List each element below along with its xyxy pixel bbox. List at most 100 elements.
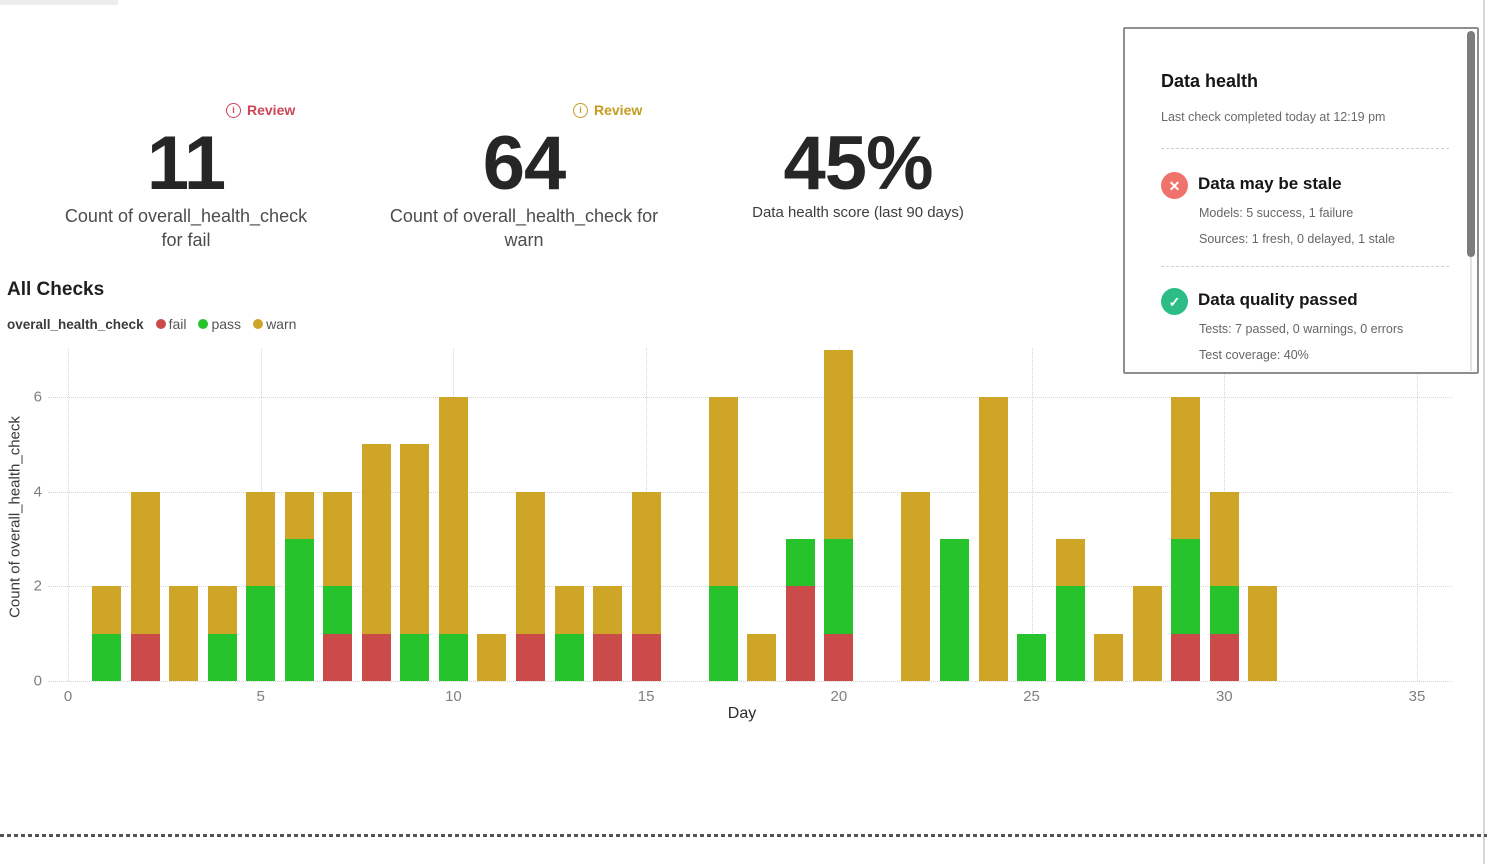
bar-segment-fail[interactable] [593,633,623,681]
bar-segment-pass[interactable] [1209,586,1239,634]
legend-item-fail[interactable]: fail [155,316,187,332]
bar-day-7 [323,491,353,681]
bar-segment-pass[interactable] [92,633,122,681]
panel-divider [1161,266,1449,267]
bar-segment-warn[interactable] [361,444,391,634]
bar-segment-warn[interactable] [130,491,160,634]
kpi-label-line: Count of overall_health_check for [389,206,659,226]
bar-segment-pass[interactable] [284,539,314,681]
bar-segment-warn[interactable] [323,491,353,587]
bar-segment-warn[interactable] [169,586,199,681]
bar-segment-pass[interactable] [438,633,468,681]
panel-divider [1161,148,1449,149]
info-circle-icon: i [573,102,588,118]
bar-segment-warn[interactable] [284,491,314,540]
legend-label: pass [211,316,242,332]
bar-day-27 [1094,633,1124,681]
bar-segment-warn[interactable] [1209,491,1239,587]
bar-segment-warn[interactable] [1248,586,1278,681]
gridline-x-25 [1031,348,1033,681]
panel-item-detail: Sources: 1 fresh, 0 delayed, 1 stale [1199,232,1395,246]
bar-segment-fail[interactable] [1171,633,1201,681]
x-tick-label: 20 [830,688,848,705]
kpi-label-line: Data health score (last 90 days) [752,204,964,221]
bar-segment-pass[interactable] [939,539,969,681]
x-tick-label: 5 [256,688,265,705]
review-badge-warn[interactable]: i Review [573,102,642,118]
bar-segment-warn[interactable] [92,586,122,634]
legend-dot-icon [253,319,264,329]
check-circle-icon: ✓ [1161,288,1188,315]
bar-segment-warn[interactable] [207,586,237,634]
bar-segment-warn[interactable] [554,586,584,634]
bar-day-12 [516,491,545,681]
bar-segment-warn[interactable] [824,349,854,540]
legend-item-warn[interactable]: warn [253,316,296,332]
bar-segment-warn[interactable] [477,633,507,681]
bar-segment-pass[interactable] [824,539,854,634]
bar-segment-pass[interactable] [1017,633,1047,681]
bar-segment-pass[interactable] [246,586,276,681]
bar-segment-warn[interactable] [631,491,661,634]
panel-item-title: Data quality passed [1198,290,1358,309]
bar-segment-warn[interactable] [901,491,931,681]
bar-segment-warn[interactable] [400,444,430,634]
bar-segment-warn[interactable] [1094,633,1124,681]
bar-day-13 [554,586,584,681]
legend-items: fail pass warn [155,316,296,332]
bar-day-14 [593,586,623,681]
bar-segment-warn[interactable] [593,586,623,634]
bar-segment-warn[interactable] [747,633,777,681]
review-badge-fail[interactable]: i Review [226,102,295,118]
bar-segment-warn[interactable] [1055,539,1085,587]
bar-segment-pass[interactable] [1171,539,1201,634]
bar-day-18 [747,633,777,681]
bar-day-20 [824,349,854,681]
bar-segment-pass[interactable] [708,586,738,681]
bar-day-5 [246,491,276,681]
bar-segment-fail[interactable] [516,633,545,681]
kpi-value-fail: 11 [146,121,226,206]
bar-day-6 [284,491,314,681]
data-health-panel: Data health Last check completed today a… [1123,27,1479,374]
x-axis-title: Day [727,705,757,722]
review-badge-label: Review [247,102,296,118]
bar-segment-fail[interactable] [323,633,353,681]
bar-segment-warn[interactable] [978,397,1008,681]
bar-day-28 [1132,586,1162,681]
gridline-y-6 [48,397,1452,399]
bar-segment-warn[interactable] [438,397,468,634]
panel-scrollbar-thumb[interactable] [1467,31,1475,257]
bar-segment-warn[interactable] [246,491,276,587]
bar-segment-pass[interactable] [1055,586,1085,681]
bar-segment-pass[interactable] [207,633,237,681]
bar-segment-fail[interactable] [824,633,854,681]
bar-segment-fail[interactable] [631,633,661,681]
bar-day-23 [939,539,969,681]
chart-title: All Checks [7,279,105,300]
x-tick-label: 10 [445,688,462,705]
bar-segment-fail[interactable] [1209,633,1239,681]
legend-item-pass[interactable]: pass [198,316,241,332]
bar-segment-pass[interactable] [400,633,430,681]
bar-segment-pass[interactable] [785,539,815,587]
bar-segment-fail[interactable] [361,633,391,681]
y-tick-label: 6 [33,388,42,406]
bar-segment-warn[interactable] [1171,397,1201,540]
bar-segment-warn[interactable] [1132,586,1162,681]
bar-segment-fail[interactable] [130,633,160,681]
bar-segment-warn[interactable] [516,491,545,634]
bar-segment-fail[interactable] [785,586,815,681]
bar-segment-pass[interactable] [554,633,584,681]
bar-day-9 [400,444,430,681]
bar-segment-pass[interactable] [323,586,353,634]
chart-legend: overall_health_check fail pass warn [7,316,296,332]
kpi-label-line: warn [504,230,544,250]
legend-label: fail [168,316,187,332]
bottom-dotted-divider [0,834,1487,837]
top-left-strip [0,0,118,5]
bar-segment-warn[interactable] [708,397,738,587]
x-tick-label: 15 [637,688,655,705]
kpi-label-fail: Count of overall_health_check for fail [26,204,346,252]
